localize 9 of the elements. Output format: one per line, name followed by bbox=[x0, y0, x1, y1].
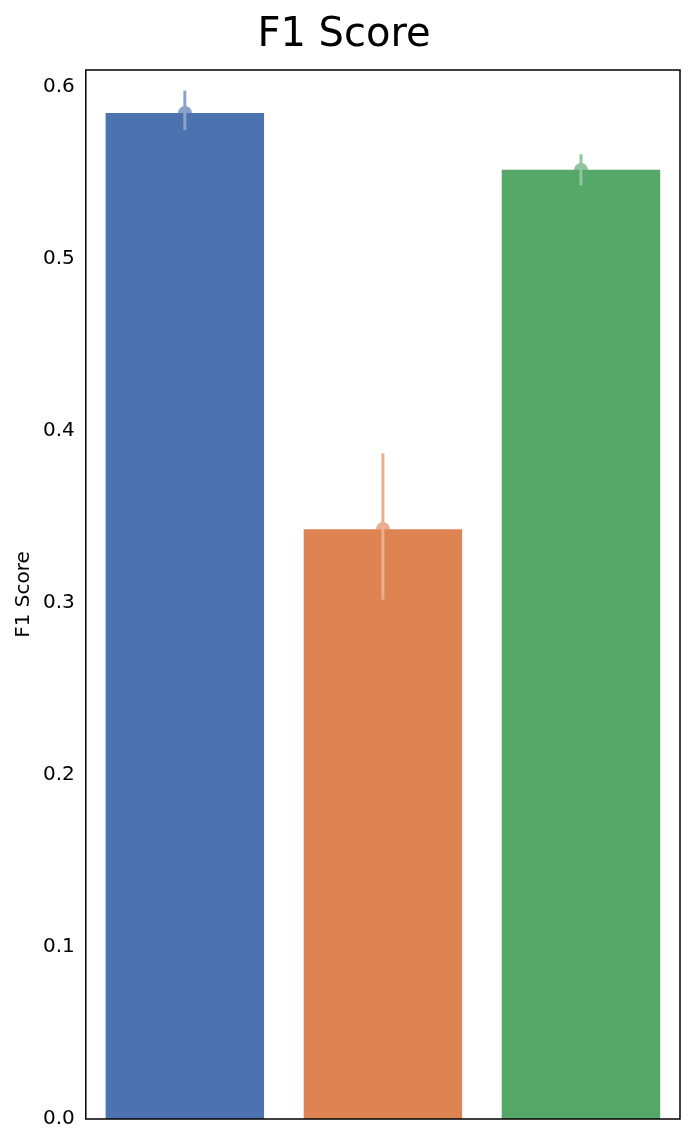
y-tick-label: 0.3 bbox=[42, 589, 75, 614]
chart-title: F1 Score bbox=[257, 9, 431, 56]
y-tick-label: 0.0 bbox=[42, 1105, 75, 1130]
y-tick-label: 0.4 bbox=[42, 417, 75, 442]
y-tick-label: 0.2 bbox=[42, 761, 75, 786]
y-tick-label: 0.1 bbox=[42, 933, 75, 958]
y-axis-title: F1 Score bbox=[10, 551, 35, 638]
y-tick-label: 0.5 bbox=[42, 245, 75, 270]
y-tick-label: 0.6 bbox=[42, 73, 75, 98]
